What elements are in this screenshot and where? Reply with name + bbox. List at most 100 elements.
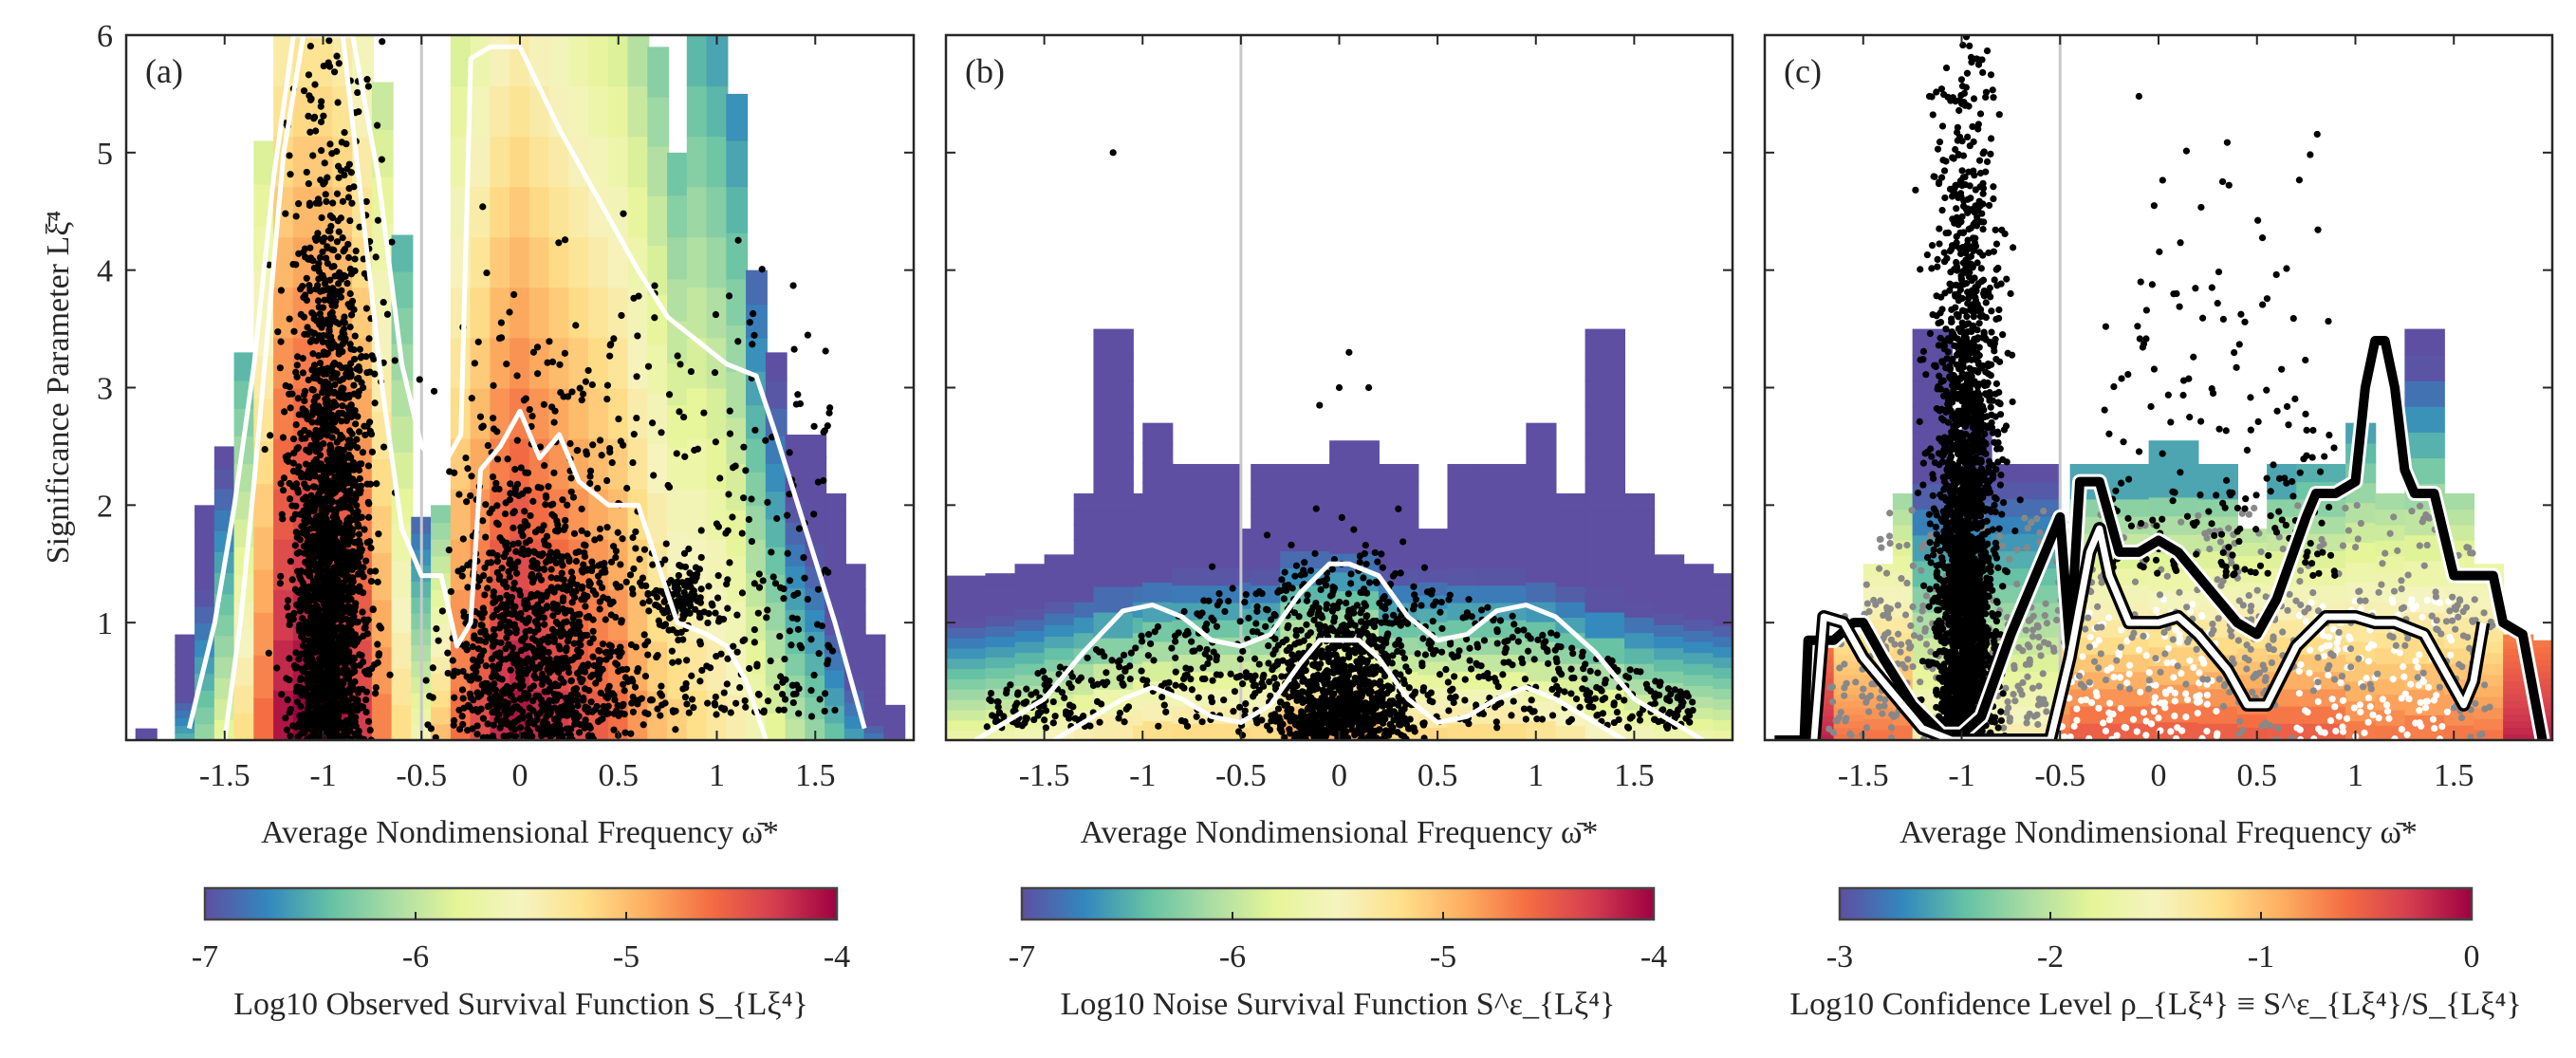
scatter-point bbox=[552, 550, 560, 558]
scatter-point bbox=[796, 641, 804, 649]
x-tick-label: -1 bbox=[309, 758, 336, 793]
scatter-point bbox=[584, 662, 591, 670]
scatter-point bbox=[488, 505, 496, 513]
scatter-point bbox=[680, 413, 688, 421]
heatmap-cell bbox=[175, 702, 197, 712]
heatmap-cell bbox=[843, 576, 866, 590]
scatter-point bbox=[326, 647, 334, 655]
scatter-point bbox=[586, 467, 595, 474]
scatter-point bbox=[317, 102, 324, 110]
heatmap-cell bbox=[667, 362, 689, 406]
scatter-point bbox=[528, 412, 536, 420]
scatter-point bbox=[334, 568, 342, 577]
heatmap-cell bbox=[765, 629, 788, 659]
scatter-point bbox=[764, 697, 772, 705]
scatter-point bbox=[547, 548, 555, 556]
scatter-point bbox=[713, 520, 721, 528]
scatter-point bbox=[540, 614, 547, 622]
scatter-point bbox=[491, 669, 498, 677]
scatter-point bbox=[287, 558, 294, 566]
scatter-point bbox=[347, 373, 355, 381]
heatmap-cell bbox=[667, 488, 689, 531]
heatmap-cell bbox=[883, 734, 906, 739]
heatmap-cell bbox=[588, 186, 610, 238]
scatter-point bbox=[492, 697, 501, 705]
heatmap-cell bbox=[1240, 621, 1252, 636]
scatter-point bbox=[334, 706, 342, 714]
scatter-point bbox=[360, 632, 367, 640]
heatmap-cell bbox=[548, 236, 571, 288]
scatter-point bbox=[329, 694, 337, 702]
scatter-point bbox=[716, 474, 724, 482]
scatter-point bbox=[463, 646, 471, 654]
scatter-point bbox=[327, 700, 335, 708]
scatter-point bbox=[751, 639, 758, 646]
scatter-point bbox=[512, 651, 521, 659]
scatter-point bbox=[526, 405, 533, 414]
scatter-point bbox=[484, 702, 491, 711]
scatter-point bbox=[674, 578, 681, 585]
scatter-point bbox=[343, 140, 350, 148]
scatter-point bbox=[324, 622, 332, 629]
heatmap-cell bbox=[667, 278, 689, 322]
heatmap-cell bbox=[1280, 515, 1331, 534]
scatter-point bbox=[582, 716, 589, 724]
scatter-point bbox=[574, 646, 582, 654]
scatter-point bbox=[576, 622, 584, 630]
scatter-point bbox=[316, 310, 324, 318]
heatmap-cell bbox=[588, 35, 610, 87]
scatter-point bbox=[480, 572, 488, 580]
scatter-point bbox=[323, 197, 330, 206]
scatter-point bbox=[792, 690, 800, 697]
scatter-point bbox=[352, 247, 360, 255]
heatmap-cell bbox=[1447, 532, 1478, 551]
scatter-point bbox=[338, 652, 345, 659]
scatter-point bbox=[444, 669, 452, 677]
heatmap-cell bbox=[253, 568, 276, 613]
scatter-point bbox=[1363, 612, 1371, 620]
scatter-point bbox=[312, 127, 320, 135]
scatter-point bbox=[362, 696, 370, 704]
heatmap-cell bbox=[175, 695, 197, 704]
x-tick-label: -1.5 bbox=[199, 758, 250, 793]
scatter-point bbox=[311, 81, 319, 88]
scatter-point bbox=[313, 693, 321, 700]
scatter-point bbox=[595, 671, 603, 678]
scatter-point bbox=[630, 565, 638, 573]
scatter-point bbox=[790, 345, 798, 353]
heatmap-cell bbox=[1585, 509, 1626, 536]
scatter-point bbox=[303, 168, 310, 176]
scatter-point bbox=[339, 390, 346, 398]
scatter-point bbox=[367, 544, 375, 552]
scatter-point bbox=[306, 201, 314, 210]
scatter-point bbox=[307, 613, 315, 621]
heatmap-cell bbox=[607, 236, 630, 288]
scatter-point bbox=[481, 564, 489, 571]
scatter-point bbox=[533, 715, 541, 724]
scatter-point bbox=[380, 443, 388, 451]
heatmap-cell bbox=[568, 287, 591, 339]
scatter-point bbox=[321, 659, 328, 668]
scatter-point bbox=[479, 203, 487, 211]
scatter-point bbox=[320, 112, 327, 120]
scatter-point bbox=[513, 372, 521, 380]
scatter-point bbox=[501, 578, 509, 585]
scatter-point bbox=[632, 545, 639, 552]
scatter-point bbox=[343, 675, 350, 682]
scatter-point bbox=[295, 624, 303, 632]
heatmap-cell bbox=[1142, 522, 1174, 544]
scatter-point bbox=[309, 152, 317, 159]
scatter-point bbox=[320, 593, 327, 602]
scatter-point bbox=[327, 222, 335, 231]
scatter-point bbox=[334, 217, 342, 225]
scatter-point bbox=[714, 618, 723, 625]
scatter-point bbox=[470, 664, 477, 672]
scatter-point bbox=[603, 476, 611, 485]
scatter-point bbox=[800, 554, 807, 562]
heatmap-cell bbox=[1073, 601, 1095, 618]
scatter-point bbox=[536, 640, 544, 649]
contour-line bbox=[186, 35, 867, 730]
scatter-point bbox=[489, 662, 497, 670]
heatmap-cell bbox=[825, 564, 846, 583]
scatter-point bbox=[325, 322, 334, 329]
